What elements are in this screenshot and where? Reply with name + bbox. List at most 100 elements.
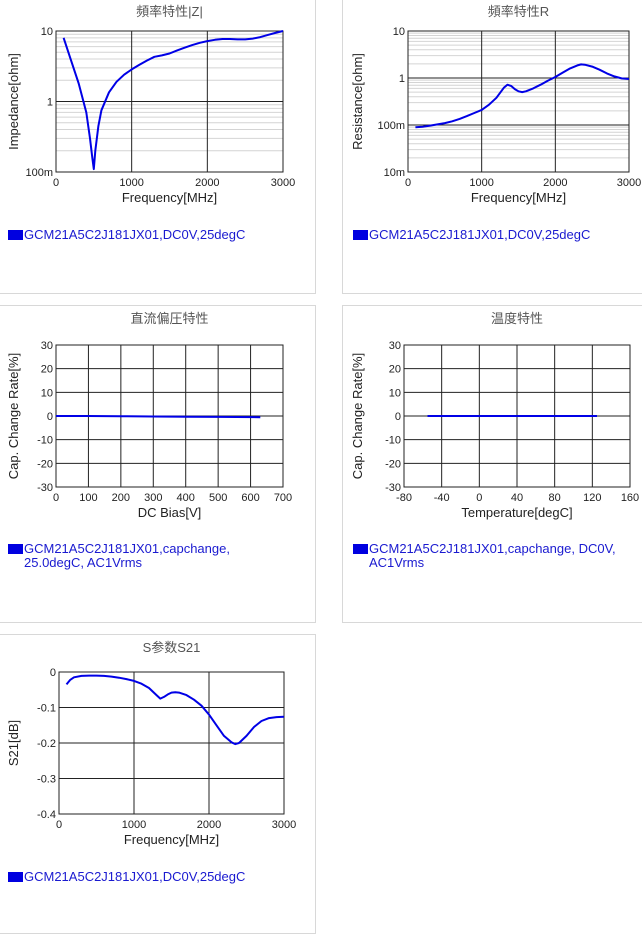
y-tick-label: -30 [385,482,401,494]
y-tick-label: 30 [389,340,401,352]
x-tick-label: -80 [396,492,412,504]
legend-s21[interactable]: GCM21A5C2J181JX01,DC0V,25degC [8,870,308,884]
chart-panel-s21: S参数S21 0 1000 2000 3000 -0.4 -0.3 -0.2 -0.1 0 Freq… [0,634,316,934]
chart-title: 頻率特性|Z| [136,4,203,19]
y-tick-label: -10 [385,435,401,447]
x-tick-label: 2000 [197,819,221,831]
legend-label: GCM21A5C2J181JX01,DC0V,25degC [369,227,591,242]
resistance-chart: 頻率特性R 0 1000 2000 3000 10m 100m 1 10 Frequency[MH… [350,4,641,205]
x-tick-label: 400 [177,492,195,504]
y-axis-label: Cap. Change Rate[%] [350,353,365,479]
y-tick-label: -20 [37,458,53,470]
y-tick-label: -0.1 [37,703,56,715]
x-tick-label: 1000 [119,177,143,189]
y-tick-label: 30 [41,340,53,352]
y-tick-label: 10 [393,26,405,38]
x-tick-label: -40 [434,492,450,504]
y-tick-label: -30 [37,482,53,494]
plot-frame [403,344,631,488]
y-tick-label: 10m [384,167,405,179]
chart-panel-resistance: 頻率特性R 0 1000 2000 3000 10m 100m 1 10 Frequency[MH… [342,0,642,294]
y-tick-label: 20 [389,364,401,376]
series-line [415,63,630,129]
temperature-chart: 温度特性 -80 -40 0 40 80 120 160 -30 -20 -10 0 10 20 30 Tem… [350,311,639,520]
series-line [65,674,285,746]
y-tick-label: 10 [41,387,53,399]
legend-label: GCM21A5C2J181JX01,capchange, 25.0degC, A… [24,541,230,570]
x-tick-label: 0 [476,492,482,504]
legend-swatch [353,544,368,554]
legend-swatch [8,544,23,554]
y-axis-label: Cap. Change Rate[%] [6,353,21,479]
legend-resistance[interactable]: GCM21A5C2J181JX01,DC0V,25degC [353,228,642,242]
chart-title: 直流偏圧特性 [130,311,208,326]
x-tick-label: 160 [621,492,639,504]
legend-swatch [8,230,23,240]
legend-label: GCM21A5C2J181JX01,DC0V,25degC [24,869,246,884]
x-tick-label: 1000 [122,819,146,831]
x-tick-label: 3000 [617,177,641,189]
x-axis-label: Frequency[MHz] [124,832,219,847]
y-tick-label: 100m [25,167,53,179]
x-tick-label: 600 [241,492,259,504]
legend-label: GCM21A5C2J181JX01,capchange, DC0V, AC1Vr… [369,541,616,570]
x-tick-label: 2000 [543,177,567,189]
x-tick-label: 80 [549,492,561,504]
x-tick-label: 0 [53,492,59,504]
plot-frame [407,30,630,173]
y-tick-label: -0.4 [37,809,56,821]
y-tick-label: 20 [41,364,53,376]
chart-panel-dc-bias: 直流偏圧特性 0 100 200 300 400 500 600 700 -30 -20 -10 0 10… [0,305,316,623]
y-axis-label: S21[dB] [6,720,21,766]
x-tick-label: 300 [144,492,162,504]
x-tick-label: 120 [583,492,601,504]
x-axis-label: Temperature[degC] [461,505,572,520]
chart-panel-temperature: 温度特性 -80 -40 0 40 80 120 160 -30 -20 -10 0 10 20 30 Tem… [342,305,642,623]
impedance-chart: 頻率特性|Z| 0 1000 2000 3000 100m 1 10 Frequency[MHz… [6,4,295,205]
x-tick-label: 100 [79,492,97,504]
y-tick-label: 0 [50,667,56,679]
x-tick-label: 200 [112,492,130,504]
y-tick-label: 1 [47,97,53,109]
y-tick-label: 1 [399,73,405,85]
x-tick-label: 0 [53,177,59,189]
s21-chart: S参数S21 0 1000 2000 3000 -0.4 -0.3 -0.2 -0.1 0 Freq… [6,640,296,847]
y-axis-label: Resistance[ohm] [350,53,365,150]
chart-title: S参数S21 [143,640,201,655]
y-tick-label: -0.3 [37,774,56,786]
dc-bias-chart: 直流偏圧特性 0 100 200 300 400 500 600 700 -30 -20 -10 0 10… [6,311,292,520]
y-tick-label: 10 [41,26,53,38]
y-tick-label: -0.2 [37,738,56,750]
y-tick-label: 0 [395,411,401,423]
plot-frame [58,671,285,815]
legend-dc-bias[interactable]: GCM21A5C2J181JX01,capchange, 25.0degC, A… [8,542,258,570]
legend-impedance[interactable]: GCM21A5C2J181JX01,DC0V,25degC [8,228,308,242]
y-tick-label: 0 [47,411,53,423]
chart-title: 温度特性 [491,311,543,326]
x-axis-label: DC Bias[V] [138,505,202,520]
y-tick-label: -10 [37,435,53,447]
plot-frame [55,30,284,173]
x-axis-label: Frequency[MHz] [122,190,217,205]
series-line [56,415,261,419]
legend-swatch [353,230,368,240]
x-tick-label: 1000 [469,177,493,189]
x-tick-label: 3000 [271,177,295,189]
y-tick-label: 10 [389,387,401,399]
x-tick-label: 500 [209,492,227,504]
x-tick-label: 0 [405,177,411,189]
x-axis-label: Frequency[MHz] [471,190,566,205]
chart-panel-impedance: 頻率特性|Z| 0 1000 2000 3000 100m 1 10 Frequency[MHz… [0,0,316,294]
x-tick-label: 3000 [272,819,296,831]
series-line [62,30,284,171]
y-axis-label: Impedance[ohm] [6,53,21,150]
chart-title: 頻率特性R [488,4,549,19]
x-tick-label: 40 [511,492,523,504]
legend-swatch [8,872,23,882]
legend-label: GCM21A5C2J181JX01,DC0V,25degC [24,227,246,242]
x-tick-label: 700 [274,492,292,504]
y-tick-label: 100m [377,120,405,132]
legend-temperature[interactable]: GCM21A5C2J181JX01,capchange, DC0V, AC1Vr… [353,542,642,570]
x-tick-label: 0 [56,819,62,831]
x-tick-label: 2000 [195,177,219,189]
